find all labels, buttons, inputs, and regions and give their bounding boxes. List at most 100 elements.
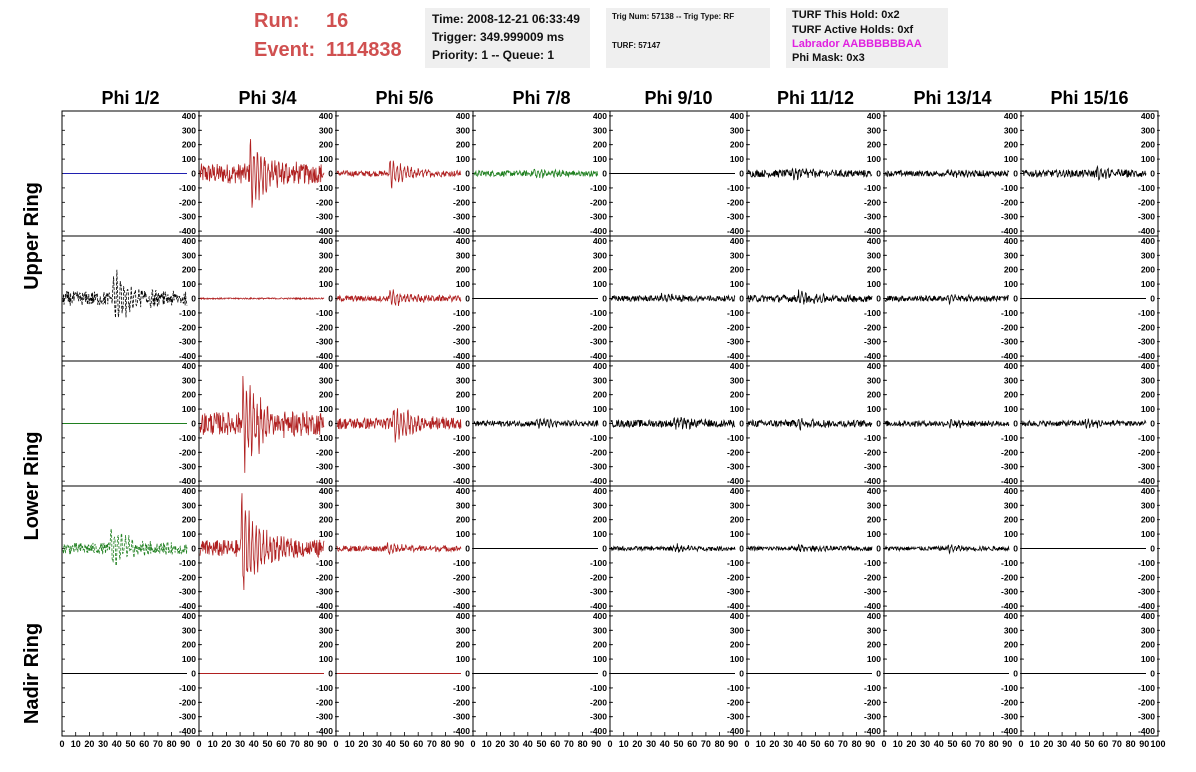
- y-tick-label: 400: [182, 611, 196, 621]
- y-tick-label: 400: [182, 486, 196, 496]
- ring-label: Nadir Ring: [21, 623, 43, 724]
- x-tick-label: 0: [333, 739, 338, 749]
- waveform-trace: [199, 375, 325, 473]
- y-tick-label: -400: [179, 351, 196, 361]
- y-tick-label: 0: [1150, 294, 1155, 304]
- y-tick-label: 300: [182, 625, 196, 635]
- y-tick-label: 100: [593, 154, 607, 164]
- turf-this-hold-text: TURF This Hold: 0x2: [792, 9, 900, 21]
- y-tick-label: 0: [1013, 419, 1018, 429]
- x-tick-label: 40: [934, 739, 944, 749]
- x-tick-label: 0: [470, 739, 475, 749]
- y-tick-label: 100: [456, 154, 470, 164]
- x-tick-label: 70: [1112, 739, 1122, 749]
- y-tick-label: 0: [191, 294, 196, 304]
- y-tick-label: 100: [1141, 529, 1155, 539]
- x-tick-label: 10: [1030, 739, 1040, 749]
- x-tick-label: 70: [290, 739, 300, 749]
- x-tick-label: 0: [196, 739, 201, 749]
- y-tick-label: 100: [730, 404, 744, 414]
- y-tick-label: 300: [319, 375, 333, 385]
- x-tick-label: 80: [852, 739, 862, 749]
- y-tick-label: 0: [602, 169, 607, 179]
- y-tick-label: -400: [179, 226, 196, 236]
- y-tick-label: 0: [739, 669, 744, 679]
- x-tick-label: 0: [881, 739, 886, 749]
- y-tick-label: -200: [1138, 322, 1155, 332]
- y-tick-label: 200: [182, 390, 196, 400]
- y-tick-label: -200: [453, 322, 470, 332]
- x-tick-label: 70: [153, 739, 163, 749]
- y-tick-label: 100: [1004, 154, 1018, 164]
- x-tick-label: 0: [607, 739, 612, 749]
- phi-label: Phi 15/16: [1050, 88, 1128, 108]
- y-tick-label: 100: [1141, 279, 1155, 289]
- y-tick-label: -400: [316, 601, 333, 611]
- y-tick-label: 300: [319, 500, 333, 510]
- y-tick-label: 400: [867, 111, 881, 121]
- x-tick-label: 30: [235, 739, 245, 749]
- y-tick-label: 0: [602, 544, 607, 554]
- y-tick-label: 100: [456, 404, 470, 414]
- y-tick-label: 400: [730, 486, 744, 496]
- y-tick-label: 200: [319, 265, 333, 275]
- run-value: 16: [326, 10, 349, 32]
- x-tick-label: 10: [756, 739, 766, 749]
- y-tick-label: 300: [867, 625, 881, 635]
- y-tick-label: 400: [319, 486, 333, 496]
- y-tick-label: 400: [593, 611, 607, 621]
- y-tick-label: -100: [179, 558, 196, 568]
- y-tick-label: 100: [1141, 154, 1155, 164]
- waveform-trace: [884, 293, 1009, 306]
- y-tick-label: 400: [593, 236, 607, 246]
- x-tick-label: 10: [345, 739, 355, 749]
- y-tick-label: 0: [1013, 669, 1018, 679]
- y-tick-label: 300: [867, 500, 881, 510]
- x-tick-label: 60: [961, 739, 971, 749]
- event-value: 1114838: [326, 39, 402, 61]
- x-tick-label: 30: [372, 739, 382, 749]
- y-tick-label: 0: [191, 169, 196, 179]
- waveform-trace: [473, 168, 599, 180]
- x-tick-label: 0: [744, 739, 749, 749]
- y-tick-label: -300: [590, 587, 607, 597]
- y-tick-label: -100: [1138, 683, 1155, 693]
- y-tick-label: -200: [864, 322, 881, 332]
- phi-label: Phi 11/12: [777, 88, 854, 108]
- y-tick-label: 300: [730, 125, 744, 135]
- y-tick-label: 0: [1013, 294, 1018, 304]
- y-tick-label: 100: [319, 529, 333, 539]
- y-tick-label: 200: [1141, 515, 1155, 525]
- y-tick-label: -300: [316, 462, 333, 472]
- y-tick-label: -300: [1138, 212, 1155, 222]
- y-tick-label: 0: [328, 669, 333, 679]
- y-tick-label: -100: [453, 558, 470, 568]
- y-tick-label: 200: [1004, 390, 1018, 400]
- y-tick-label: 100: [1004, 529, 1018, 539]
- y-tick-label: -400: [316, 351, 333, 361]
- y-tick-label: -200: [179, 322, 196, 332]
- x-tick-label: 70: [427, 739, 437, 749]
- y-tick-label: -200: [1001, 447, 1018, 457]
- x-tick-label: 50: [536, 739, 546, 749]
- waveform-trace: [336, 160, 462, 189]
- phi-label: Phi 3/4: [238, 88, 296, 108]
- y-tick-label: 400: [319, 111, 333, 121]
- y-tick-label: -100: [1001, 558, 1018, 568]
- y-tick-label: 0: [191, 669, 196, 679]
- y-tick-label: -300: [864, 587, 881, 597]
- y-tick-label: -200: [1138, 697, 1155, 707]
- x-tick-label: 60: [139, 739, 149, 749]
- y-tick-label: -400: [590, 726, 607, 736]
- y-tick-label: 400: [867, 236, 881, 246]
- y-tick-label: 300: [456, 375, 470, 385]
- y-tick-label: 100: [1141, 404, 1155, 414]
- y-tick-label: 300: [319, 125, 333, 135]
- waveform-trace: [884, 419, 1010, 429]
- x-tick-label: 50: [399, 739, 409, 749]
- y-tick-label: 100: [593, 279, 607, 289]
- y-tick-label: -300: [864, 212, 881, 222]
- y-tick-label: -400: [727, 351, 744, 361]
- y-tick-label: -300: [453, 587, 470, 597]
- y-tick-label: 0: [876, 544, 881, 554]
